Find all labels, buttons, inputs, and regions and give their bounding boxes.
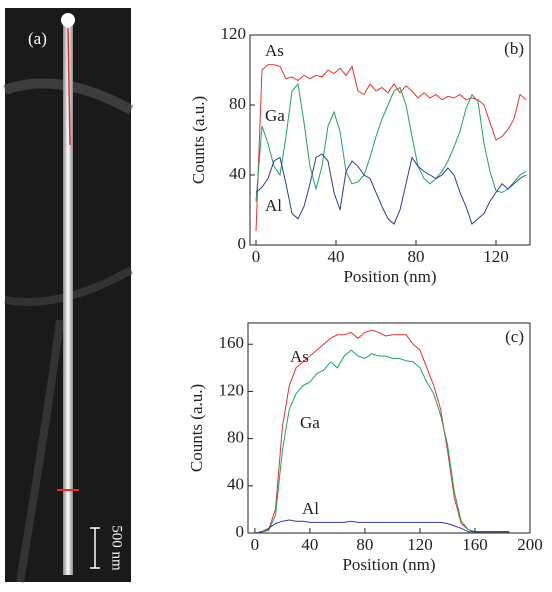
series-label: As [290,347,309,366]
x-tick-label: 40 [301,535,318,554]
scale-bar-label: 500 nm [109,525,125,571]
panel-label: (a) [28,29,47,48]
x-tick-label: 40 [328,247,345,266]
scale-bar [90,527,100,569]
panel-label: (b) [504,39,524,58]
y-axis-title: Counts (a.u.) [187,384,206,472]
panel-label: (c) [505,327,524,346]
series-label: As [265,41,284,60]
x-tick-label: 0 [252,247,261,266]
series-label: Ga [265,106,285,125]
y-tick-label: 0 [236,522,245,541]
x-tick-label: 120 [483,247,509,266]
x-tick-label: 160 [462,535,488,554]
x-tick-label: 80 [408,247,425,266]
x-axis-title: Position (nm) [342,555,435,574]
y-tick-label: 0 [238,234,247,253]
linescan-marker [67,27,71,146]
y-tick-label: 80 [227,428,244,447]
series-label: Al [302,499,319,518]
x-tick-label: 200 [517,535,543,554]
y-tick-label: 80 [229,94,246,113]
series-line [254,519,510,534]
x-tick-label: 80 [356,535,373,554]
plot-frame [249,34,531,246]
micrograph: (a) 500 nm [3,8,134,583]
series-label: Al [265,196,282,215]
y-tick-label: 40 [229,164,246,183]
plot-frame [247,322,531,534]
y-tick-label: 120 [219,380,245,399]
y-tick-label: 120 [221,24,247,43]
nanowire [63,20,73,575]
x-tick-label: 120 [407,535,433,554]
series-line [255,153,527,225]
series-label: Ga [300,413,320,432]
y-tick-label: 160 [219,333,245,352]
x-axis-title: Position (nm) [343,267,436,286]
x-tick-label: 0 [251,535,260,554]
nanowire-tip [61,13,75,27]
series-line [255,82,527,202]
series-line [255,64,527,232]
y-tick-label: 40 [227,475,244,494]
series-line [254,349,510,534]
y-axis-title: Counts (a.u.) [189,96,208,184]
